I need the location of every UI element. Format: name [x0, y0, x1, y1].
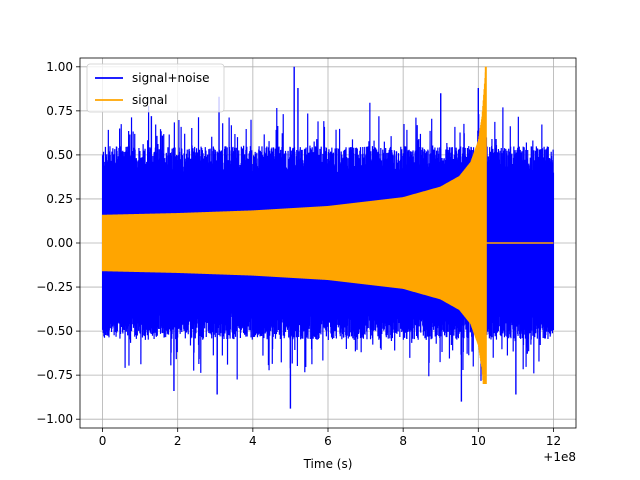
y-tick-label: 0.00 — [46, 236, 73, 250]
legend-label: signal — [132, 93, 168, 107]
y-tick-label: −0.25 — [36, 280, 73, 294]
x-axis-label: Time (s) — [303, 457, 353, 471]
y-axis: −1.00 −0.75 −0.50 −0.25 0.00 0.25 0.50 0.75 1.00 — [36, 60, 80, 426]
legend-label: signal+noise — [132, 71, 209, 85]
x-tick-label: 12 — [546, 434, 561, 448]
plot-area — [101, 66, 555, 409]
legend: signal+noise signal — [86, 63, 225, 113]
x-axis: 0 2 4 6 8 10 12 — [99, 428, 561, 448]
x-tick-label: 8 — [399, 434, 407, 448]
x-tick-label: 4 — [249, 434, 257, 448]
series-line-signal — [101, 66, 487, 384]
x-axis-offset-label: +1e8 — [543, 450, 576, 464]
y-tick-label: −0.75 — [36, 368, 73, 382]
y-tick-label: 0.75 — [46, 104, 73, 118]
x-tick-label: 10 — [471, 434, 486, 448]
y-tick-label: −1.00 — [36, 412, 73, 426]
y-tick-label: −0.50 — [36, 324, 73, 338]
series-signal — [101, 66, 554, 384]
x-tick-label: 0 — [99, 434, 107, 448]
y-tick-label: 0.25 — [46, 192, 73, 206]
y-tick-label: 1.00 — [46, 60, 73, 74]
y-tick-label: 0.50 — [46, 148, 73, 162]
x-tick-label: 2 — [174, 434, 182, 448]
x-tick-label: 6 — [324, 434, 332, 448]
